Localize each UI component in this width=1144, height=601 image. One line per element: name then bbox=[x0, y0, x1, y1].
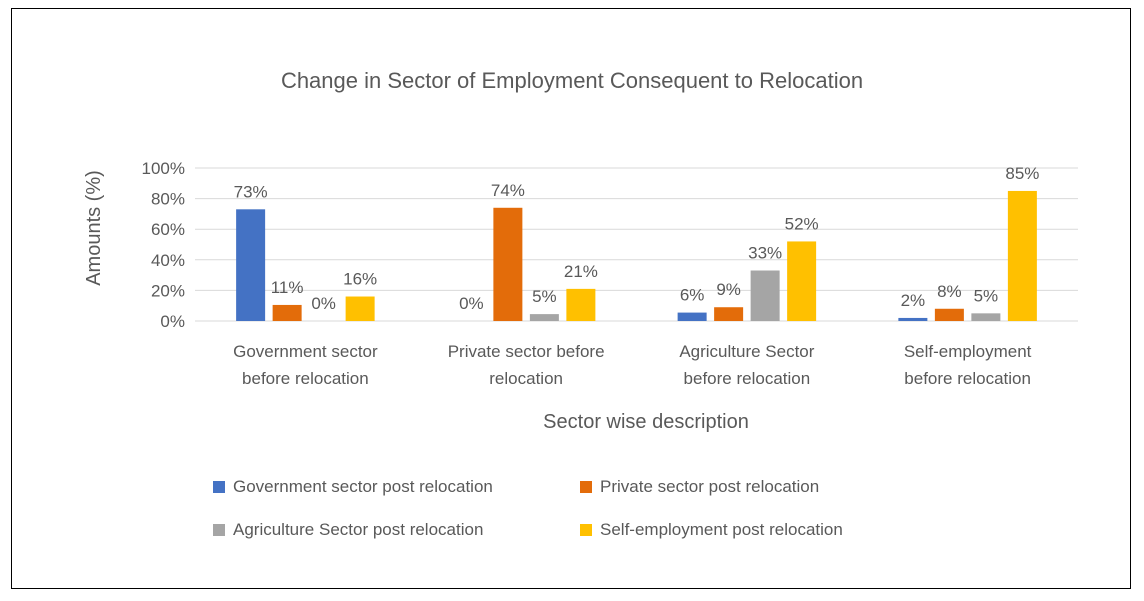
y-tick-label: 0% bbox=[160, 312, 185, 331]
data-label: 52% bbox=[785, 214, 819, 233]
y-tick-label: 20% bbox=[151, 281, 185, 300]
bar bbox=[934, 308, 964, 321]
legend-entry: Agriculture Sector post relocation bbox=[233, 520, 483, 539]
category-label: Government sector bbox=[233, 342, 378, 361]
data-label: 85% bbox=[1005, 164, 1039, 183]
y-tick-label: 60% bbox=[151, 220, 185, 239]
legend-entry: Self-employment post relocation bbox=[600, 520, 843, 539]
data-label: 5% bbox=[532, 287, 557, 306]
bar bbox=[787, 241, 817, 321]
category-label: Self-employment bbox=[904, 342, 1032, 361]
category-label: before relocation bbox=[242, 369, 369, 388]
y-tick-label: 40% bbox=[151, 251, 185, 270]
category-labels: Government sector before relocation Privat… bbox=[233, 342, 1032, 388]
bars bbox=[236, 190, 1037, 321]
legend-swatch bbox=[580, 524, 592, 536]
data-label: 9% bbox=[716, 280, 741, 299]
data-label: 5% bbox=[974, 286, 999, 305]
category-label: Agriculture Sector bbox=[679, 342, 814, 361]
bar bbox=[750, 270, 780, 321]
category-label: before relocation bbox=[904, 369, 1031, 388]
data-label: 11% bbox=[271, 278, 304, 297]
data-label: 33% bbox=[748, 244, 782, 263]
data-label: 73% bbox=[234, 182, 268, 201]
legend-entry: Government sector post relocation bbox=[233, 477, 493, 496]
data-label: 2% bbox=[901, 291, 926, 310]
bar bbox=[345, 296, 375, 321]
data-label: 6% bbox=[680, 286, 705, 305]
bar bbox=[272, 304, 302, 321]
bar bbox=[971, 313, 1001, 321]
legend-swatch bbox=[580, 481, 592, 493]
y-tick-label: 80% bbox=[151, 190, 185, 209]
bar bbox=[677, 312, 707, 321]
gridlines bbox=[195, 167, 1078, 322]
category-label: Private sector before bbox=[448, 342, 605, 361]
legend-swatch bbox=[213, 524, 225, 536]
bar bbox=[529, 314, 559, 321]
category-label: before relocation bbox=[684, 369, 811, 388]
y-axis-title: Amounts (%) bbox=[83, 170, 105, 286]
legend-swatch bbox=[213, 481, 225, 493]
data-label: 21% bbox=[564, 262, 598, 281]
bar bbox=[714, 307, 744, 321]
x-axis-title: Sector wise description bbox=[543, 411, 749, 433]
bar bbox=[236, 209, 266, 321]
data-label: 0% bbox=[311, 294, 336, 313]
chart-title: Change in Sector of Employment Consequen… bbox=[281, 68, 863, 93]
category-label: relocation bbox=[489, 369, 563, 388]
data-label: 16% bbox=[343, 270, 377, 289]
y-tick-label: 100% bbox=[142, 159, 185, 178]
data-label: 8% bbox=[937, 282, 962, 301]
data-label: 74% bbox=[491, 181, 525, 200]
y-tick-labels: 0% 20% 40% 60% 80% 100% bbox=[142, 159, 185, 331]
bar bbox=[1007, 190, 1037, 321]
bar bbox=[566, 288, 596, 321]
data-label: 0% bbox=[459, 294, 484, 313]
bar bbox=[493, 207, 523, 321]
data-labels: 73% 11% 0% 16% 0% 74% 5% 21% 6% 9% 33%52% 2% 8% 5% 85% bbox=[234, 164, 1040, 313]
legend: Government sector post relocation Private… bbox=[213, 477, 843, 539]
legend-entry: Private sector post relocation bbox=[600, 477, 819, 496]
bar bbox=[898, 317, 928, 321]
